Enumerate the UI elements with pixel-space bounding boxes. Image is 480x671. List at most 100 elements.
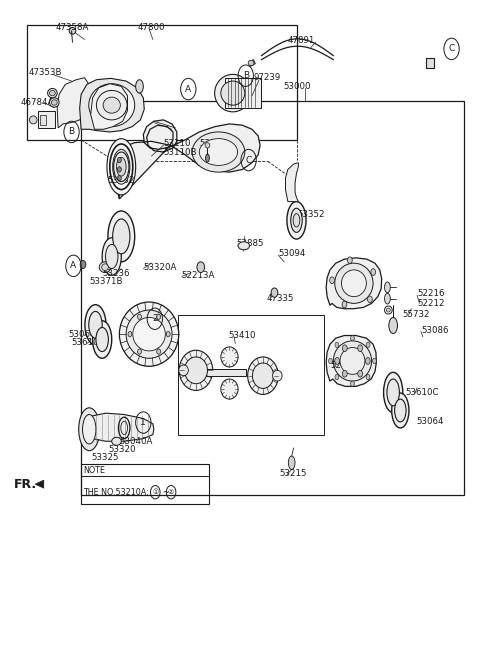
Polygon shape: [286, 163, 299, 201]
Text: 53064: 53064: [69, 329, 96, 339]
Ellipse shape: [221, 379, 238, 399]
Polygon shape: [89, 413, 154, 442]
Ellipse shape: [238, 242, 250, 250]
Polygon shape: [80, 79, 144, 132]
Ellipse shape: [335, 263, 373, 303]
Text: 53325: 53325: [92, 453, 119, 462]
Text: 47335: 47335: [266, 293, 294, 303]
Text: 53320A: 53320A: [144, 263, 177, 272]
Ellipse shape: [113, 150, 130, 184]
Text: 53610C: 53610C: [405, 388, 439, 397]
Bar: [178, 315, 324, 435]
Text: 53094: 53094: [278, 250, 306, 258]
Text: 53352: 53352: [298, 211, 325, 219]
Ellipse shape: [138, 349, 142, 354]
Text: 53410: 53410: [228, 331, 255, 340]
Ellipse shape: [133, 317, 165, 351]
Bar: [225, 78, 261, 108]
Ellipse shape: [93, 321, 112, 358]
Text: C: C: [448, 44, 455, 54]
Ellipse shape: [49, 91, 55, 96]
Text: 53371B: 53371B: [89, 277, 123, 287]
Ellipse shape: [221, 347, 238, 367]
Ellipse shape: [157, 349, 160, 354]
Text: A: A: [185, 85, 192, 93]
Ellipse shape: [330, 277, 335, 284]
Polygon shape: [326, 258, 382, 309]
Text: 53040A: 53040A: [120, 437, 153, 446]
Ellipse shape: [179, 350, 213, 391]
Ellipse shape: [29, 116, 37, 124]
Ellipse shape: [205, 143, 210, 148]
Ellipse shape: [128, 331, 132, 337]
Text: 53610C: 53610C: [72, 338, 105, 347]
Polygon shape: [57, 78, 93, 128]
Ellipse shape: [288, 456, 295, 470]
Text: 52212: 52212: [417, 299, 444, 308]
Ellipse shape: [384, 282, 390, 293]
Ellipse shape: [49, 98, 59, 107]
Ellipse shape: [293, 213, 300, 227]
Ellipse shape: [342, 370, 347, 377]
Ellipse shape: [387, 379, 399, 406]
Text: ①: ①: [152, 489, 158, 495]
Ellipse shape: [192, 132, 245, 172]
Text: ~: ~: [162, 488, 169, 497]
Polygon shape: [426, 58, 434, 68]
Text: 53215: 53215: [279, 469, 307, 478]
Ellipse shape: [99, 262, 111, 272]
Polygon shape: [326, 336, 376, 386]
Ellipse shape: [368, 296, 372, 303]
Ellipse shape: [384, 293, 390, 304]
Text: THE NO.53210A:: THE NO.53210A:: [83, 488, 151, 497]
Text: 52115: 52115: [330, 361, 358, 370]
Ellipse shape: [287, 201, 306, 239]
Text: 53064: 53064: [416, 417, 444, 425]
Text: B: B: [69, 127, 74, 136]
Text: 53086: 53086: [421, 325, 448, 335]
Ellipse shape: [102, 238, 121, 275]
Ellipse shape: [89, 311, 102, 338]
Ellipse shape: [106, 244, 118, 268]
Ellipse shape: [138, 314, 142, 319]
Text: FR.: FR.: [14, 478, 37, 491]
Ellipse shape: [215, 74, 251, 112]
Ellipse shape: [371, 268, 376, 275]
Ellipse shape: [333, 341, 372, 381]
Text: ②: ②: [168, 489, 174, 495]
Ellipse shape: [103, 97, 120, 113]
Ellipse shape: [248, 357, 278, 395]
Ellipse shape: [342, 301, 347, 308]
Ellipse shape: [118, 175, 121, 180]
Ellipse shape: [113, 219, 130, 254]
Ellipse shape: [89, 84, 135, 127]
Ellipse shape: [80, 260, 86, 268]
Text: 52213A: 52213A: [181, 270, 215, 280]
Text: 1: 1: [141, 418, 146, 427]
Text: 53000: 53000: [283, 82, 311, 91]
Ellipse shape: [342, 345, 347, 352]
Ellipse shape: [117, 158, 126, 176]
Ellipse shape: [221, 81, 245, 105]
Ellipse shape: [350, 336, 354, 341]
Ellipse shape: [118, 167, 121, 172]
Ellipse shape: [335, 358, 339, 364]
Ellipse shape: [96, 91, 127, 120]
Text: 53236: 53236: [102, 269, 130, 278]
Text: 47800: 47800: [137, 23, 165, 32]
Text: 2: 2: [152, 314, 157, 323]
Ellipse shape: [350, 381, 354, 386]
Ellipse shape: [395, 399, 406, 422]
Text: 97239: 97239: [253, 73, 281, 83]
Ellipse shape: [291, 208, 302, 232]
Text: NOTE: NOTE: [84, 466, 106, 474]
Ellipse shape: [271, 288, 278, 297]
Polygon shape: [115, 147, 130, 199]
Bar: [81, 464, 209, 504]
Ellipse shape: [69, 28, 76, 34]
Bar: [40, 115, 46, 125]
Ellipse shape: [389, 317, 397, 333]
Ellipse shape: [108, 211, 135, 262]
Bar: [27, 25, 298, 140]
Ellipse shape: [48, 89, 57, 98]
